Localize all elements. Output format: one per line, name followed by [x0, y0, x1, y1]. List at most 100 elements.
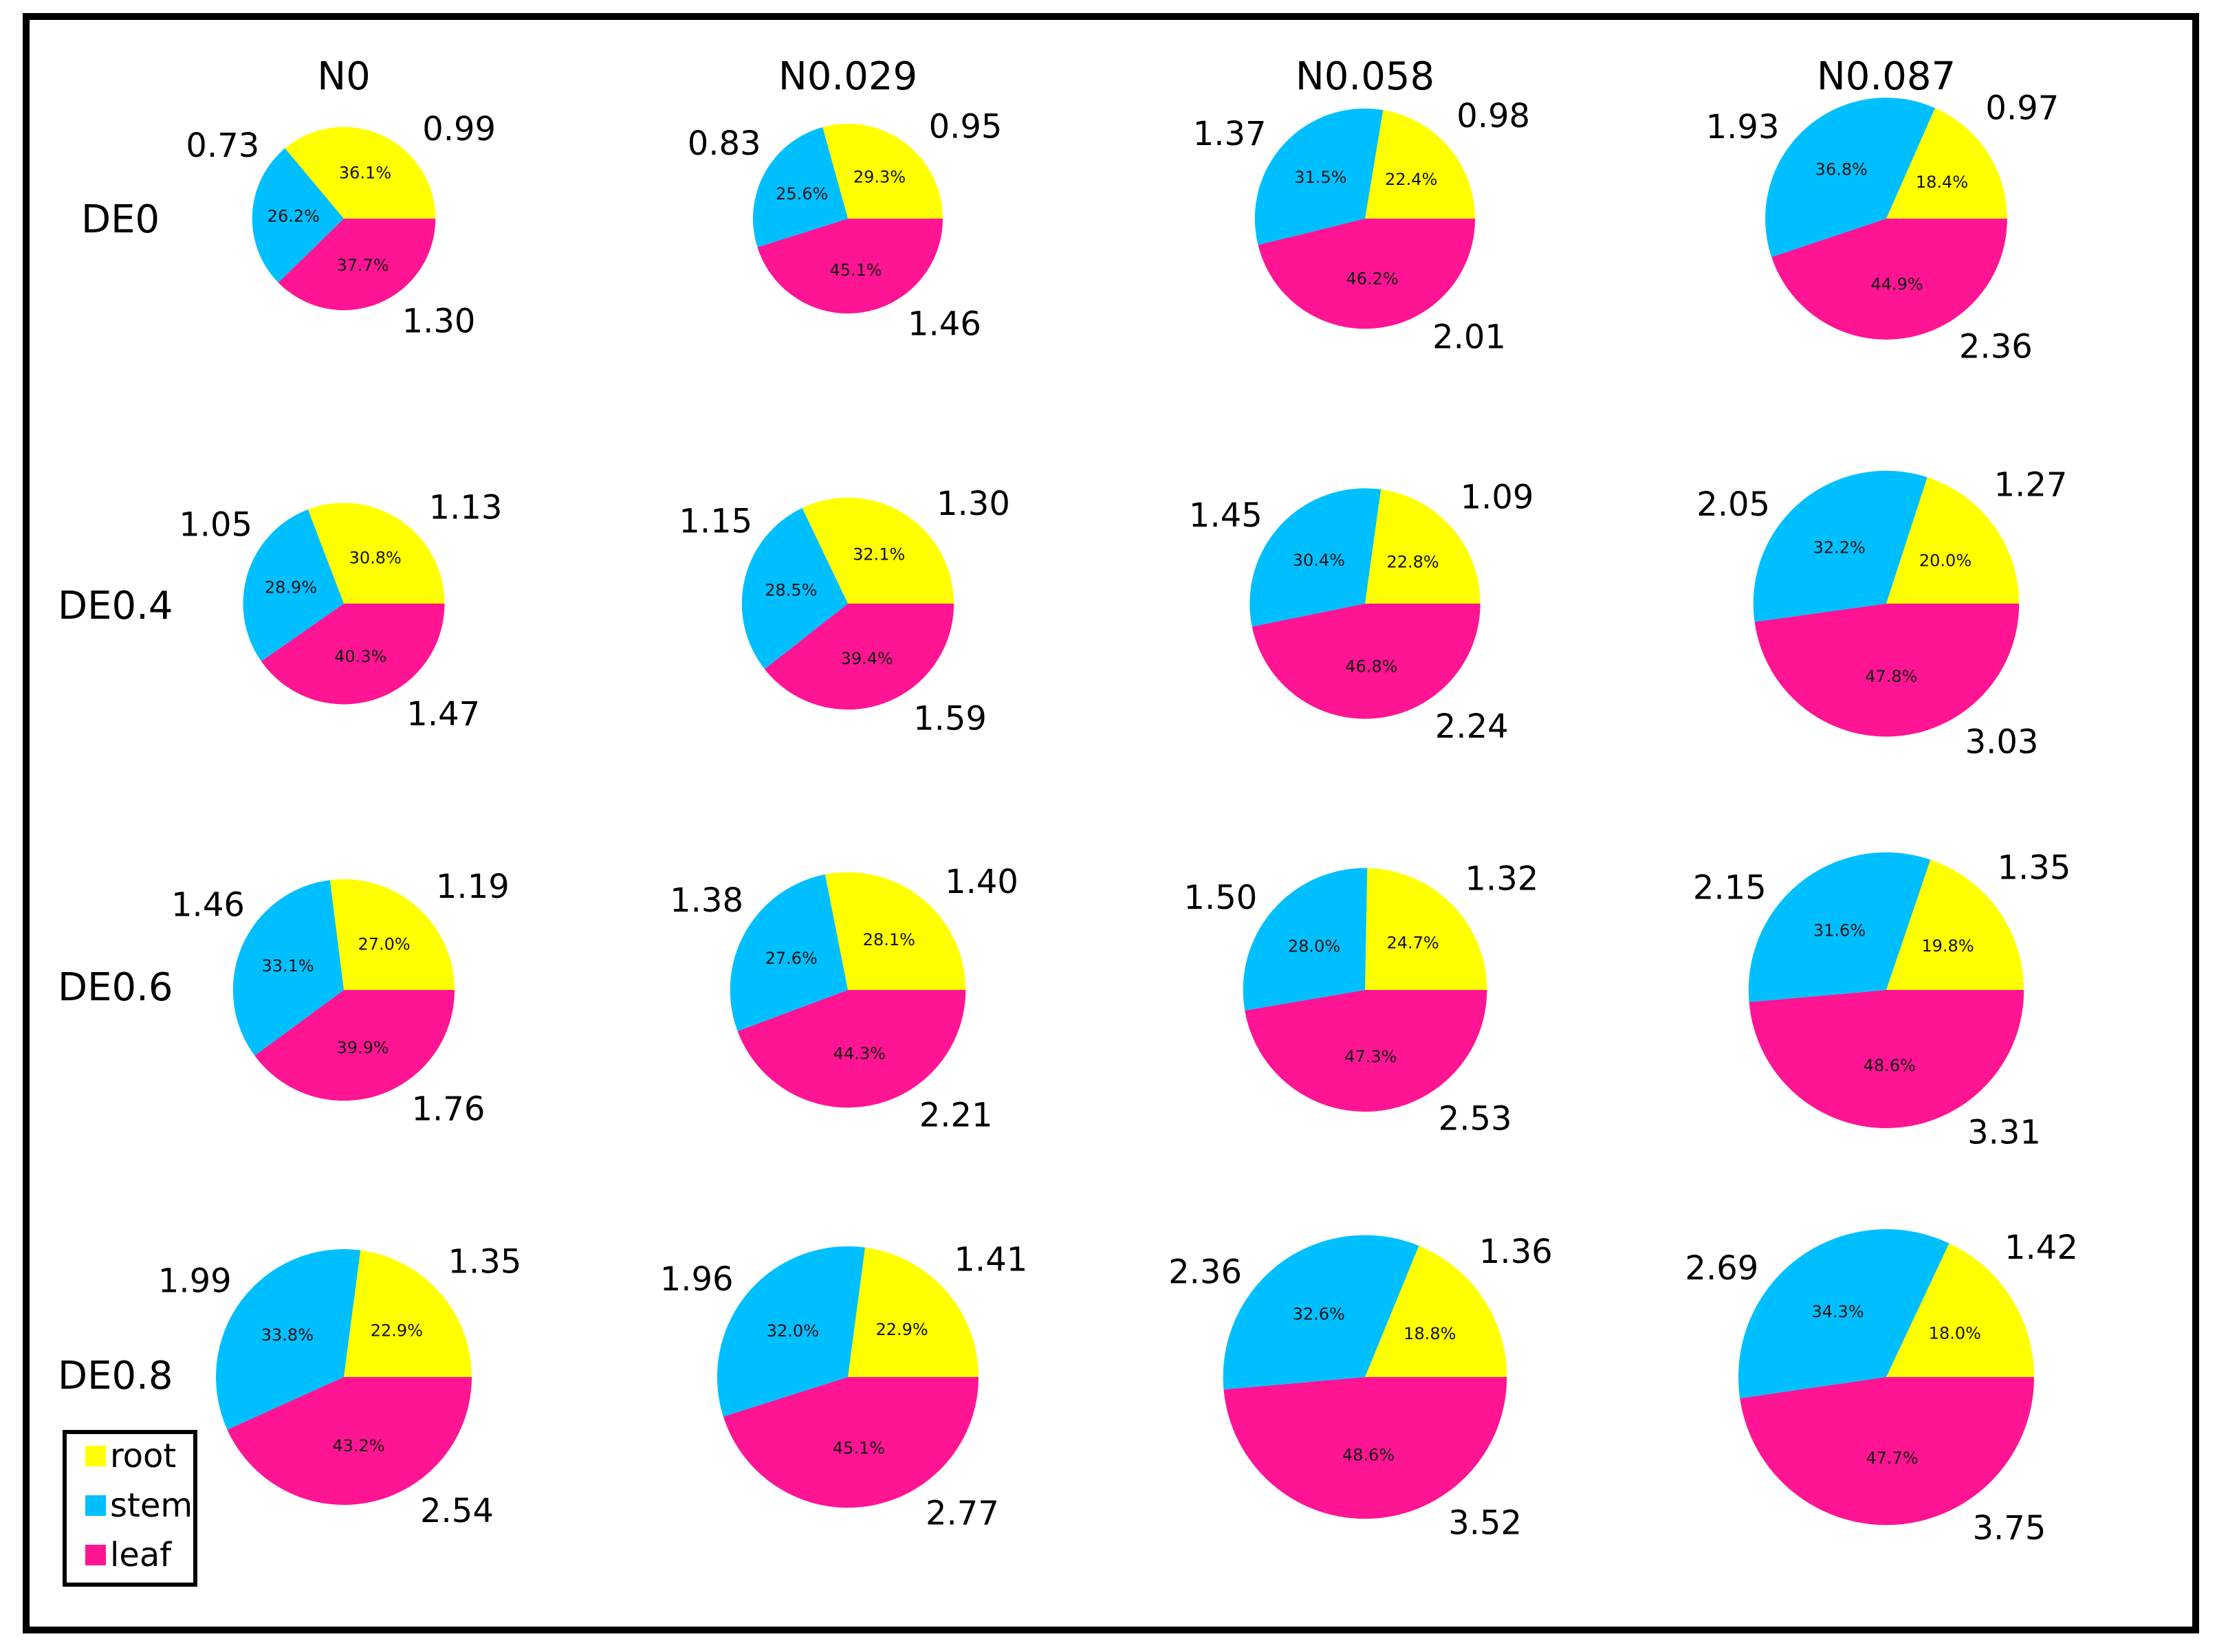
pie-value-label-stem: 1.37	[1193, 115, 1267, 153]
pie-percent-label-stem: 26.2%	[267, 206, 320, 225]
row-header-de04: DE0.4	[58, 584, 173, 628]
pie-value-label-stem: 2.15	[1693, 868, 1767, 907]
pie-slice-stem	[216, 1249, 361, 1430]
pie-slice-root	[1365, 1246, 1507, 1377]
pie-value-label-root: 1.36	[1479, 1233, 1553, 1271]
pie-percent-label-leaf: 46.8%	[1345, 657, 1397, 676]
pie-percent-label-leaf: 43.2%	[332, 1436, 384, 1455]
pie-value-label-root: 1.13	[429, 488, 503, 527]
pie-percent-label-root: 18.8%	[1404, 1324, 1456, 1343]
pie-value-label-stem: 1.46	[171, 885, 245, 924]
pie-value-label-root: 1.41	[954, 1241, 1027, 1279]
pie-percent-label-root: 30.8%	[349, 549, 402, 568]
pie-value-label-leaf: 2.77	[926, 1495, 999, 1533]
column-header-n0029: N0.029	[778, 54, 917, 99]
row-header-de0: DE0	[81, 197, 160, 242]
pie-percent-label-leaf: 48.6%	[1864, 1056, 1916, 1075]
pie-value-label-leaf: 2.21	[919, 1096, 993, 1134]
pie-slice-root	[1886, 477, 2020, 604]
pie-value-label-leaf: 1.59	[913, 700, 987, 738]
pie-slice-leaf	[261, 604, 445, 705]
pie-slice-leaf	[227, 1377, 472, 1506]
pie-percent-label-leaf: 37.7%	[336, 256, 389, 275]
row-header-de08: DE0.8	[58, 1354, 173, 1398]
pie-de0-n0029: 29.3% 45.1% 25.6% 0.95 1.46 0.83	[688, 107, 1003, 343]
pie-slice-stem	[730, 874, 848, 1031]
pie-percent-label-root: 22.8%	[1386, 553, 1439, 572]
row-headers: DE0 DE0.4 DE0.6 DE0.8	[58, 197, 173, 1398]
pie-de0-n0: 36.1% 37.7% 26.2% 0.99 1.30 0.73	[186, 110, 496, 341]
pie-percent-label-stem: 31.6%	[1813, 921, 1866, 940]
pie-de06-n0087: 19.8% 48.6% 31.6% 1.35 3.31 2.15	[1693, 849, 2071, 1152]
pie-value-label-root: 1.30	[937, 485, 1010, 523]
pie-value-label-leaf: 1.46	[908, 305, 981, 344]
pie-slice-stem	[1254, 108, 1384, 245]
pie-de0-n0058: 22.4% 46.2% 31.5% 0.98 2.01 1.37	[1193, 97, 1530, 357]
pie-percent-label-root: 22.9%	[371, 1321, 423, 1341]
pie-percent-label-root: 24.7%	[1386, 934, 1439, 953]
pie-de06-n0029: 28.1% 44.3% 27.6% 1.40 2.21 1.38	[670, 863, 1018, 1135]
pie-slice-leaf	[723, 1377, 979, 1508]
pie-value-label-stem: 2.05	[1696, 485, 1770, 524]
pie-slice-leaf	[1258, 219, 1476, 329]
pie-value-label-stem: 1.50	[1183, 879, 1257, 917]
pie-slice-root	[307, 503, 445, 604]
pie-percent-label-leaf: 47.7%	[1866, 1449, 1918, 1468]
pie-slice-leaf	[1749, 990, 2024, 1129]
pie-value-label-leaf: 1.47	[406, 695, 480, 734]
pie-value-label-root: 0.98	[1456, 97, 1530, 135]
pie-value-label-leaf: 3.31	[1967, 1113, 2041, 1152]
pie-slice-leaf	[1223, 1377, 1507, 1519]
legend-label-root: root	[110, 1437, 176, 1475]
pie-value-label-root: 1.42	[2005, 1229, 2078, 1267]
pie-slice-root	[1365, 868, 1487, 990]
pie-value-label-leaf: 1.30	[402, 302, 476, 340]
pie-de04-n0087: 20.0% 47.8% 32.2% 1.27 3.03 2.05	[1696, 465, 2067, 761]
pie-slice-leaf	[737, 990, 966, 1108]
pie-value-label-root: 0.97	[1985, 89, 2059, 128]
pie-slice-stem	[1748, 852, 1931, 1002]
pie-slice-stem	[1753, 470, 1927, 622]
pie-percent-label-stem: 27.6%	[765, 949, 818, 968]
pie-value-label-root: 1.27	[1994, 465, 2068, 504]
pie-value-label-stem: 2.36	[1168, 1253, 1242, 1292]
pie-percent-label-root: 20.0%	[1919, 551, 1972, 571]
pie-percent-label-leaf: 47.3%	[1344, 1047, 1397, 1066]
pie-percent-label-leaf: 39.9%	[336, 1038, 389, 1057]
pie-value-label-stem: 1.99	[158, 1262, 232, 1301]
pie-slice-root	[1365, 110, 1476, 219]
pie-slice-leaf	[1754, 604, 2020, 737]
pie-percent-label-root: 28.1%	[863, 930, 915, 949]
pie-percent-label-root: 22.9%	[875, 1320, 928, 1339]
pie-percent-label-root: 29.3%	[853, 168, 906, 187]
pie-slice-leaf	[764, 604, 954, 710]
legend-label-leaf: leaf	[110, 1536, 172, 1574]
pie-slice-leaf	[254, 990, 455, 1101]
pie-slice-root	[344, 1250, 472, 1377]
pie-value-label-stem: 1.05	[179, 506, 252, 544]
pie-de08-n0029: 22.9% 45.1% 32.0% 1.41 2.77 1.96	[660, 1241, 1028, 1533]
pie-percent-label-leaf: 40.3%	[334, 647, 386, 666]
pie-percent-label-stem: 36.8%	[1815, 160, 1868, 179]
pie-value-label-root: 1.19	[436, 868, 510, 906]
legend-swatch-stem	[85, 1495, 106, 1516]
pie-slice-root	[329, 879, 455, 990]
pie-value-label-leaf: 1.76	[412, 1090, 485, 1129]
pie-percent-label-stem: 34.3%	[1811, 1302, 1864, 1321]
pie-de06-n0058: 24.7% 47.3% 28.0% 1.32 2.53 1.50	[1183, 860, 1538, 1138]
pie-percent-label-root: 36.1%	[339, 164, 391, 183]
pie-percent-label-stem: 31.5%	[1294, 168, 1346, 187]
pie-de04-n0058: 22.8% 46.8% 30.4% 1.09 2.24 1.45	[1189, 478, 1534, 746]
pie-de0-n0087: 18.4% 44.9% 36.8% 0.97 2.36 1.93	[1706, 89, 2060, 366]
pie-value-label-stem: 1.15	[679, 503, 752, 541]
pie-slice-stem	[243, 509, 344, 661]
pie-percent-label-leaf: 44.9%	[1870, 275, 1923, 294]
pie-slice-leaf	[1252, 604, 1481, 719]
pie-value-label-stem: 1.96	[660, 1260, 734, 1299]
pie-slice-stem	[741, 507, 848, 670]
pie-percent-label-leaf: 44.3%	[833, 1044, 886, 1064]
pie-slice-stem	[232, 880, 344, 1056]
pie-percent-label-leaf: 45.1%	[829, 261, 882, 280]
pie-slice-stem	[717, 1246, 865, 1417]
pie-value-label-leaf: 2.54	[420, 1492, 494, 1530]
